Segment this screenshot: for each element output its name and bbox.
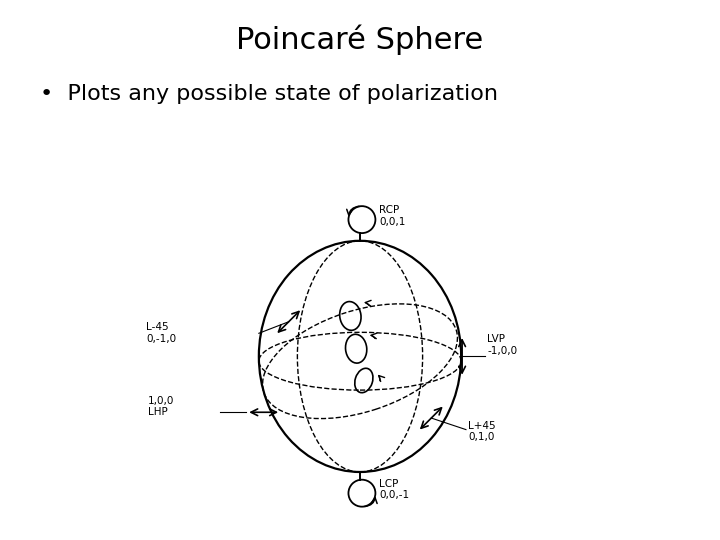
Text: 1,0,0
LHP: 1,0,0 LHP <box>148 396 174 417</box>
Text: LVP
-1,0,0: LVP -1,0,0 <box>487 334 517 356</box>
Text: RCP
0,0,1: RCP 0,0,1 <box>379 205 405 227</box>
Text: LCP
0,0,-1: LCP 0,0,-1 <box>379 478 410 500</box>
Text: L+45
0,1,0: L+45 0,1,0 <box>468 421 495 442</box>
Text: Poincaré Sphere: Poincaré Sphere <box>236 24 484 55</box>
Text: L-45
0,-1,0: L-45 0,-1,0 <box>146 322 176 344</box>
Text: •  Plots any possible state of polarization: • Plots any possible state of polarizati… <box>40 84 498 104</box>
